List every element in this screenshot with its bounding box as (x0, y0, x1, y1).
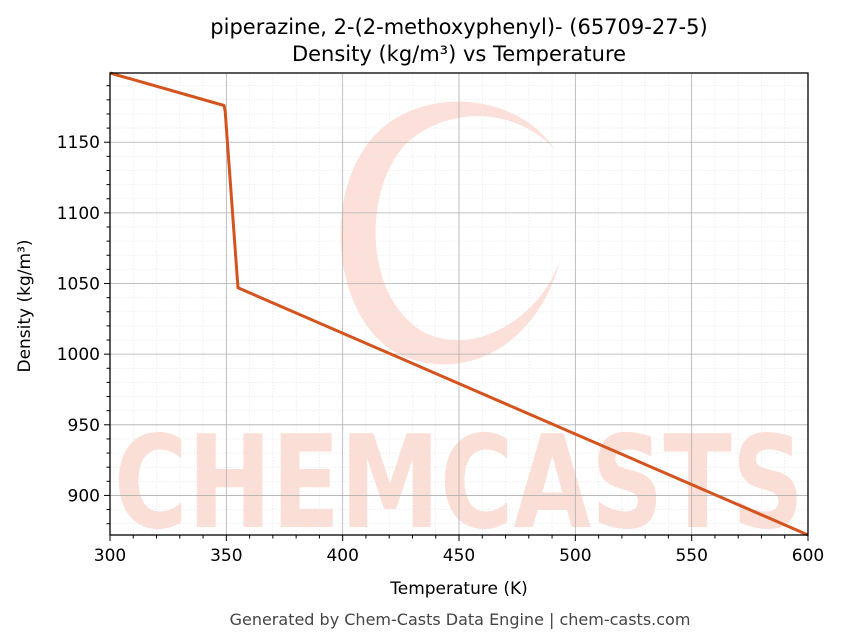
x-tick-label: 400 (326, 546, 358, 566)
chart-title: piperazine, 2-(2-methoxyphenyl)- (65709-… (210, 15, 707, 39)
y-tick-label: 1000 (57, 345, 100, 365)
y-tick-label: 900 (68, 486, 100, 506)
chart-subtitle: Density (kg/m³) vs Temperature (292, 42, 626, 66)
x-axis-label: Temperature (K) (389, 579, 528, 599)
density-line (109, 71, 809, 537)
y-axis-label: Density (kg/m³) (15, 239, 35, 372)
series-layer (109, 71, 809, 537)
y-tick-label: 1150 (57, 133, 100, 153)
x-tick-label: 550 (675, 546, 707, 566)
x-tick-label: 350 (210, 546, 242, 566)
y-tick-label: 1050 (57, 275, 100, 295)
x-tick-label: 300 (94, 546, 126, 566)
footer-credit: Generated by Chem-Casts Data Engine | ch… (230, 610, 691, 629)
watermark-logo-swirl (340, 101, 560, 365)
x-tick-label: 450 (443, 546, 475, 566)
x-tick-label: 600 (792, 546, 824, 566)
axis-ticks: 300 350 400 450 500 550 600 900 950 1000 1050 1100 1… (57, 85, 824, 566)
y-tick-label: 950 (68, 416, 100, 436)
x-tick-label: 500 (559, 546, 591, 566)
y-tick-label: 1100 (57, 204, 100, 224)
